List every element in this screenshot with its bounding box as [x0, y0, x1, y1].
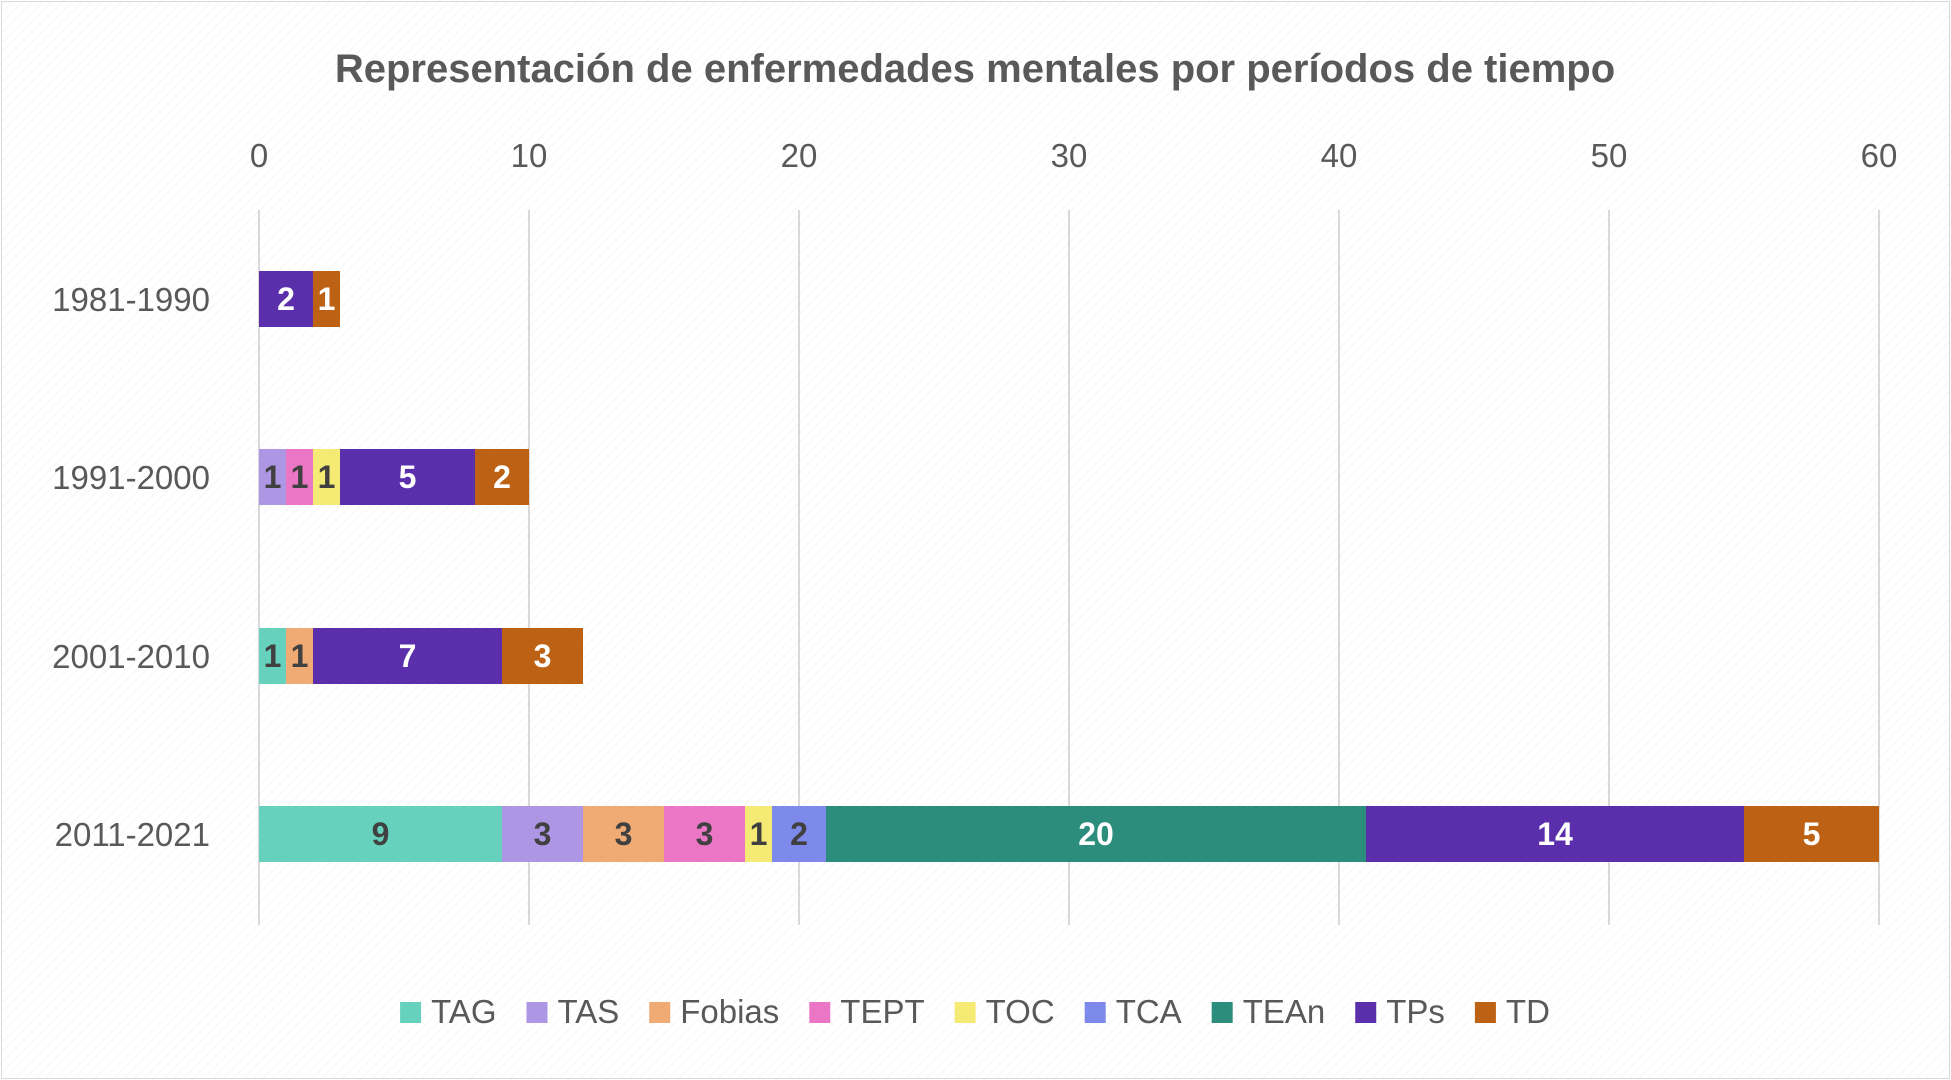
- bar-segment-tag: [259, 806, 502, 862]
- x-axis-ticks: 0 10 20 30 40 50 60: [250, 137, 1898, 174]
- data-label: 5: [399, 459, 417, 495]
- legend-swatch: [954, 1002, 976, 1023]
- category-label: 2011-2021: [55, 816, 210, 853]
- legend-swatch: [1211, 1002, 1233, 1023]
- data-label: 7: [399, 638, 417, 674]
- legend-swatch: [1474, 1002, 1496, 1023]
- data-label: 2: [790, 816, 808, 852]
- bar-segment-tas: [502, 806, 583, 862]
- bar-segment-tag: [259, 628, 286, 684]
- data-label: 1: [318, 281, 336, 317]
- gridlines: [258, 210, 1880, 925]
- bar-segment-td: [1744, 806, 1879, 862]
- legend-swatch: [809, 1002, 831, 1023]
- data-label: 14: [1537, 816, 1573, 852]
- x-tick-label: 40: [1321, 137, 1358, 174]
- data-label: 1: [750, 816, 768, 852]
- data-label: 3: [534, 638, 552, 674]
- legend-label: TAG: [431, 993, 496, 1030]
- x-tick-label: 60: [1861, 137, 1898, 174]
- bar-segment-fobias: [286, 628, 313, 684]
- legend-swatch: [400, 1002, 422, 1023]
- bar-segment-td: [502, 628, 583, 684]
- bar-segment-tas: [259, 449, 286, 505]
- x-tick-label: 50: [1591, 137, 1628, 174]
- bar-segment-toc: [745, 806, 772, 862]
- data-label: 9: [372, 816, 390, 852]
- legend-swatch: [1084, 1002, 1106, 1023]
- bar-segment-tept: [286, 449, 313, 505]
- bar-segment-tean: [826, 806, 1366, 862]
- x-tick-label: 30: [1051, 137, 1088, 174]
- category-label: 1981-1990: [52, 281, 210, 318]
- legend-swatch: [526, 1002, 548, 1023]
- bar-segment-tept: [664, 806, 745, 862]
- category-label: 1991-2000: [52, 459, 210, 496]
- data-label: 2: [493, 459, 511, 495]
- data-label: 3: [696, 816, 714, 852]
- data-label: 3: [534, 816, 552, 852]
- bar-segment-tps: [340, 449, 475, 505]
- bar-segment-tps: [313, 628, 502, 684]
- data-label: 1: [291, 638, 309, 674]
- legend-label: TEAn: [1243, 993, 1326, 1030]
- legend-swatch: [1355, 1002, 1377, 1023]
- bar-segment-tps: [1366, 806, 1744, 862]
- bar-segment-tps: [259, 271, 313, 327]
- bar-segment-td: [475, 449, 529, 505]
- data-label: 1: [318, 459, 336, 495]
- chart-title: Representación de enfermedades mentales …: [335, 47, 1615, 91]
- data-label: 3: [615, 816, 633, 852]
- legend-swatch: [649, 1002, 671, 1023]
- data-label: 20: [1078, 816, 1114, 852]
- legend-label: TEPT: [840, 993, 924, 1030]
- x-tick-label: 20: [781, 137, 818, 174]
- legend-label: TPs: [1386, 993, 1445, 1030]
- legend-label: TCA: [1116, 993, 1182, 1030]
- data-label: 1: [264, 638, 282, 674]
- y-axis-categories: 1981-1990 1991-2000 2001-2010 2011-2021: [52, 281, 210, 853]
- bar-segment-tca: [772, 806, 826, 862]
- legend: TAG TAS Fobias TEPT TOC TCA TEAn TPs TD: [400, 993, 1550, 1030]
- legend-label: TAS: [557, 993, 619, 1030]
- legend-label: Fobias: [680, 993, 779, 1030]
- category-label: 2001-2010: [52, 638, 210, 675]
- legend-label: TOC: [986, 993, 1055, 1030]
- data-label: 1: [291, 459, 309, 495]
- x-tick-label: 10: [511, 137, 548, 174]
- bar-segment-td: [313, 271, 340, 327]
- bar-segment-fobias: [583, 806, 664, 862]
- x-tick-label: 0: [250, 137, 268, 174]
- bars: 2 11 1 1 5 21 1 7 39 3 3 3 1 2 20 14 5: [259, 271, 1879, 862]
- data-label: 1: [264, 459, 282, 495]
- legend-label: TD: [1506, 993, 1550, 1030]
- bar-segment-toc: [313, 449, 340, 505]
- data-label: 2: [277, 281, 295, 317]
- data-label: 5: [1803, 816, 1821, 852]
